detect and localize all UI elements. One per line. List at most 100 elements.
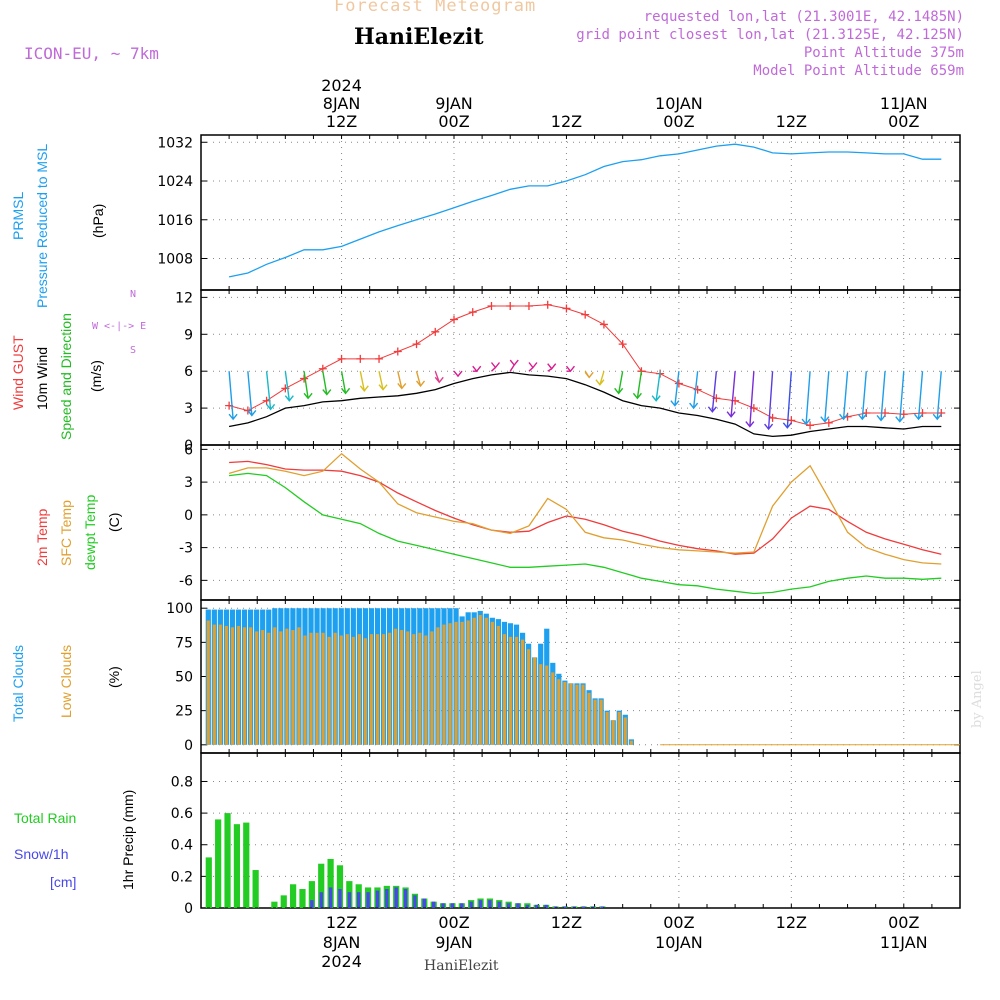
wind-direction-arrow [913, 371, 924, 421]
low-cloud-bar [388, 632, 392, 745]
snow-bar [478, 900, 483, 908]
wind-gust-marker [375, 354, 384, 363]
low-cloud-bar [514, 636, 519, 745]
low-cloud-bar [394, 628, 398, 745]
snow-bar [450, 903, 455, 908]
low-cloud-bar [617, 712, 621, 745]
ytick-label-wind: 9 [184, 327, 193, 343]
low-cloud-bar [581, 684, 585, 745]
ytick-label-precipitation: 0.4 [171, 838, 193, 854]
low-cloud-bar [273, 627, 277, 745]
bottom-date-label: 9JAN [435, 933, 473, 952]
low-cloud-bar [279, 631, 283, 745]
bottom-hour-label: 00Z [663, 913, 694, 932]
rain-bar [290, 884, 297, 908]
rain-bar [318, 863, 325, 908]
rain-bar [271, 901, 278, 908]
compass-we: W <-|-> E [92, 321, 147, 332]
snow-bar [319, 892, 323, 908]
wind-gust-marker [412, 340, 421, 349]
snow-bar [572, 906, 576, 908]
wind-direction-arrow [322, 371, 332, 396]
snow-label: Snow/1h [14, 846, 69, 862]
wind-direction-arrow [509, 359, 519, 372]
low-cloud-bar [478, 615, 482, 745]
ytick-label-precipitation: 0 [184, 901, 193, 917]
low-cloud-bar [400, 630, 404, 745]
ytick-label-temperature: 6 [184, 442, 193, 458]
snow-bar [347, 892, 352, 908]
rain-bar [205, 857, 212, 908]
wind-direction-arrow [895, 371, 905, 423]
wind-direction-arrow [397, 371, 407, 390]
low-cloud-bar [357, 634, 361, 745]
ytick-label-pressure: 1024 [157, 174, 193, 190]
pressure-line [228, 143, 942, 278]
low-cloud-bar [563, 681, 567, 745]
snow-bar [375, 890, 380, 908]
wind-gust-marker [393, 347, 402, 356]
low-cloud-bar [599, 699, 603, 745]
wind-gust-marker [618, 340, 627, 349]
footer-name: HaniElezit [424, 958, 499, 974]
snow-bar [385, 889, 389, 908]
rain-label: Total Rain [14, 810, 77, 826]
snow-bar [431, 901, 436, 908]
low-cloud-bar [406, 631, 410, 745]
low-cloud-bar [454, 621, 458, 745]
panel-frame-temperature [200, 444, 961, 601]
wind-gust-line [228, 304, 942, 426]
bottom-date-label: 11JAN [880, 933, 928, 952]
model-altitude: Model Point Altitude 659m [753, 63, 964, 79]
bottom-hour-label: 00Z [438, 913, 469, 932]
low-cloud-bar [442, 624, 446, 745]
wind-direction-arrow [614, 371, 624, 395]
wind-direction-arrow [359, 371, 369, 392]
wind-direction-arrow [595, 370, 605, 386]
ytick-label-pressure: 1008 [157, 252, 193, 268]
wind-gust-marker [356, 354, 365, 363]
model-label: ICON-EU, ~ 7km [24, 44, 159, 63]
wind-direction-arrow [528, 362, 538, 372]
low-cloud-bar [242, 627, 247, 745]
snow-bar [600, 906, 605, 908]
snow-bar [516, 903, 520, 908]
compass-s: S [130, 345, 137, 356]
snow-bar [535, 904, 539, 908]
ytick-label-pressure: 1032 [157, 135, 193, 151]
low-cloud-bar [527, 649, 531, 745]
ytick-label-temperature: -6 [179, 573, 193, 589]
wind-direction-arrow [228, 371, 238, 421]
wind-direction-arrow [378, 371, 388, 391]
low-cloud-bar [303, 635, 307, 745]
low-cloud-bar [212, 624, 216, 745]
ytick-label-temperature: 3 [184, 475, 193, 491]
rain-bar [299, 889, 306, 908]
snow-bar [460, 903, 464, 908]
ytick-label-clouds: 50 [175, 670, 193, 686]
snow-bar [525, 904, 530, 908]
low-cloud-bar [484, 617, 488, 745]
t2m-line [229, 460, 942, 555]
low-cloud-bar [629, 740, 633, 745]
top-year-label: 2024 [321, 76, 362, 95]
low-cloud-bar [309, 632, 313, 745]
wind-gust-marker [862, 409, 871, 418]
wind-gust-marker [543, 300, 552, 309]
snow-bar [310, 900, 314, 908]
wind-direction-arrow [632, 371, 643, 400]
wind-gust-marker [337, 354, 346, 363]
low-cloud-bar [375, 634, 380, 745]
wind-direction-arrow [434, 370, 444, 384]
wind-direction-arrow [472, 365, 482, 373]
ytick-label-wind: 6 [184, 364, 193, 380]
wind-direction-arrow [453, 370, 463, 378]
low-cloud-bar [236, 625, 241, 745]
low-cloud-bar [539, 664, 543, 745]
low-cloud-bar [297, 627, 301, 745]
low-cloud-bar [339, 635, 343, 745]
wind-direction-arrow [689, 371, 699, 410]
rain-bar [327, 858, 334, 908]
wind-direction-arrow [670, 371, 680, 407]
ytick-label-temperature: -3 [179, 541, 193, 557]
